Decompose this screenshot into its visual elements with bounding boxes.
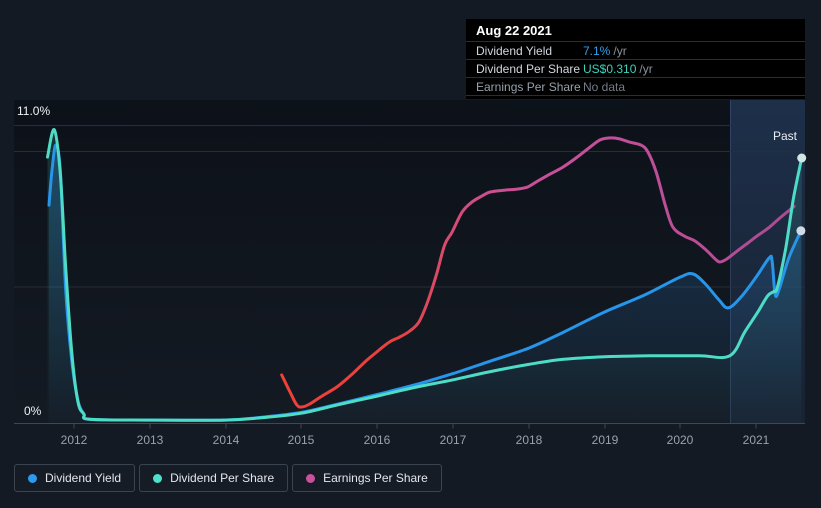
x-axis-label-2012: 2012 xyxy=(60,433,88,447)
legend-label: Dividend Yield xyxy=(45,471,122,485)
series-layer xyxy=(46,128,807,424)
x-axis-label-2021: 2021 xyxy=(742,433,770,447)
tooltip-row-dividend-yield: Dividend Yield 7.1% /yr xyxy=(466,42,805,60)
tooltip-value-suffix: /yr xyxy=(613,43,627,58)
dividend-yield-dot-icon xyxy=(28,473,37,483)
y-axis-zero-label: 0% xyxy=(24,404,42,418)
legend-label: Dividend Per Share xyxy=(170,471,275,485)
legend-label: Earnings Per Share xyxy=(323,471,428,485)
hover-tooltip: Aug 22 2021 Dividend Yield 7.1% /yr Divi… xyxy=(466,19,805,99)
tooltip-label: Earnings Per Share xyxy=(476,79,581,94)
x-axis-label-2019: 2019 xyxy=(591,433,619,447)
tooltip-value: 7.1% xyxy=(583,43,611,58)
y-axis-max-label: 11.0% xyxy=(17,104,51,118)
tooltip-date: Aug 22 2021 xyxy=(466,19,805,42)
tooltip-value-suffix: /yr xyxy=(639,61,653,76)
legend-item-dividend-yield[interactable]: Dividend Yield xyxy=(14,464,136,492)
dividend-yield-end-dot xyxy=(796,226,806,236)
tooltip-label: Dividend Per Share xyxy=(476,61,581,76)
legend-item-earnings-per-share[interactable]: Earnings Per Share xyxy=(292,464,442,492)
x-axis-label-2013: 2013 xyxy=(136,433,164,447)
x-axis-label-2018: 2018 xyxy=(515,433,543,447)
x-axis-label-2017: 2017 xyxy=(439,433,467,447)
chart-legend: Dividend Yield Dividend Per Share Earnin… xyxy=(14,464,442,492)
x-axis-label-2014: 2014 xyxy=(212,433,240,447)
dividend-yield-area xyxy=(49,145,801,424)
dividend-per-share-dot-icon xyxy=(153,473,163,483)
earnings-per-share-dot-icon xyxy=(306,473,316,483)
dividend-per-share-line xyxy=(46,128,804,422)
dividend-per-share-end-dot xyxy=(797,153,807,163)
x-axis-label-2020: 2020 xyxy=(666,433,694,447)
tooltip-label: Dividend Yield xyxy=(476,43,553,58)
tooltip-row-dividend-per-share: Dividend Per Share US$0.310 /yr xyxy=(466,60,805,78)
earnings-per-share-line xyxy=(280,136,796,409)
x-axis-ticks xyxy=(73,424,757,429)
legend-item-dividend-per-share[interactable]: Dividend Per Share xyxy=(139,464,289,492)
past-region-label: Past xyxy=(772,129,797,143)
tooltip-row-earnings-per-share: Earnings Per Share No data xyxy=(466,78,805,96)
x-axis-label-2016: 2016 xyxy=(363,433,391,447)
tooltip-value: No data xyxy=(583,79,626,94)
tooltip-value: US$0.310 xyxy=(583,61,637,76)
x-axis-label-2015: 2015 xyxy=(287,433,315,447)
